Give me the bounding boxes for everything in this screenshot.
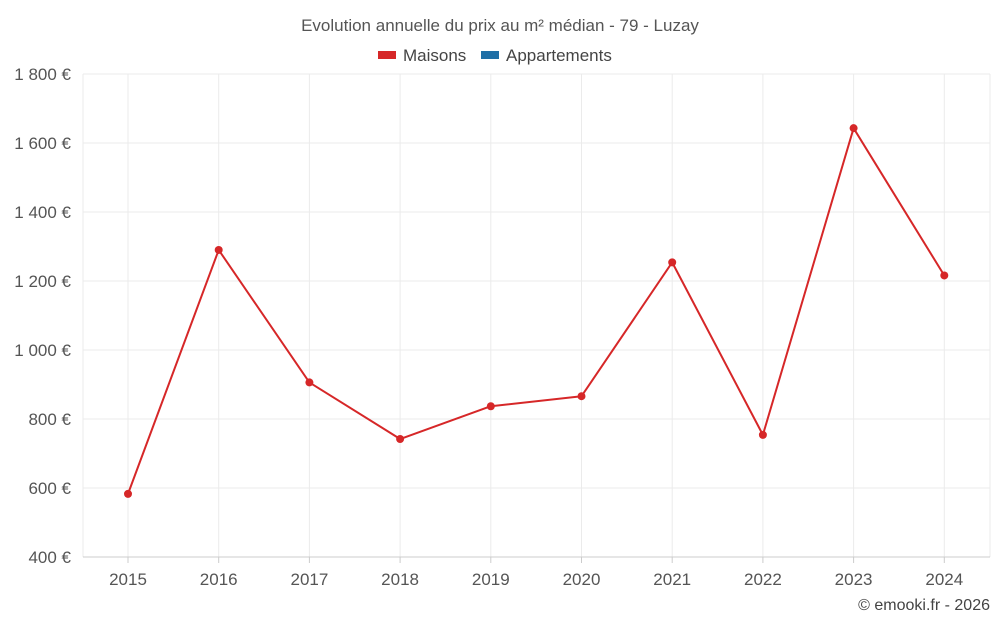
y-tick-label: 400 € [28, 548, 71, 567]
y-tick-label: 1 600 € [14, 134, 71, 153]
data-point[interactable] [577, 392, 586, 401]
data-point[interactable] [124, 489, 132, 498]
data-point[interactable] [305, 378, 314, 387]
legend-swatch-appartements [481, 51, 499, 59]
legend-swatch-maisons [378, 51, 396, 59]
series-line [127, 127, 946, 495]
y-tick-label: 1 000 € [14, 341, 71, 360]
x-tick-label: 2022 [744, 570, 782, 589]
data-point[interactable] [396, 435, 405, 444]
legend-label-maisons: Maisons [403, 46, 466, 65]
legend-item-appartements[interactable]: Appartements [481, 46, 612, 65]
x-tick-label: 2016 [200, 570, 238, 589]
data-point[interactable] [940, 271, 949, 280]
x-tick-label: 2019 [472, 570, 510, 589]
x-tick-label: 2015 [109, 570, 147, 589]
series [124, 124, 949, 498]
legend: Maisons Appartements [378, 46, 612, 65]
y-tick-label: 1 200 € [14, 272, 71, 291]
legend-item-maisons[interactable]: Maisons [378, 46, 466, 65]
x-tick-label: 2020 [563, 570, 601, 589]
data-point[interactable] [758, 430, 767, 439]
grid [82, 73, 991, 557]
data-point[interactable] [214, 245, 223, 254]
x-tick-label: 2018 [381, 570, 419, 589]
x-axis-labels: 2015 2016 2017 2018 2019 2020 2021 2022 2023 2024 [109, 570, 963, 589]
y-tick-label: 800 € [28, 410, 71, 429]
credit: © emooki.fr - 2026 [858, 597, 990, 614]
x-tick-label: 2021 [653, 570, 691, 589]
y-axis-labels: 400 € 600 € 800 € 1 000 € 1 200 € 1 400 € 1 60… [14, 65, 71, 567]
chart-title: Evolution annuelle du prix au m² médian … [301, 16, 699, 35]
data-point[interactable] [486, 402, 495, 411]
y-tick-label: 600 € [28, 479, 71, 498]
y-tick-label: 1 400 € [14, 203, 71, 222]
x-tick-label: 2017 [290, 570, 328, 589]
x-tick-label: 2024 [925, 570, 963, 589]
x-tick-label: 2023 [835, 570, 873, 589]
axes [83, 556, 990, 563]
data-point[interactable] [668, 258, 677, 267]
data-point[interactable] [849, 124, 858, 133]
legend-label-appartements: Appartements [506, 46, 612, 65]
y-tick-label: 1 800 € [14, 65, 71, 84]
